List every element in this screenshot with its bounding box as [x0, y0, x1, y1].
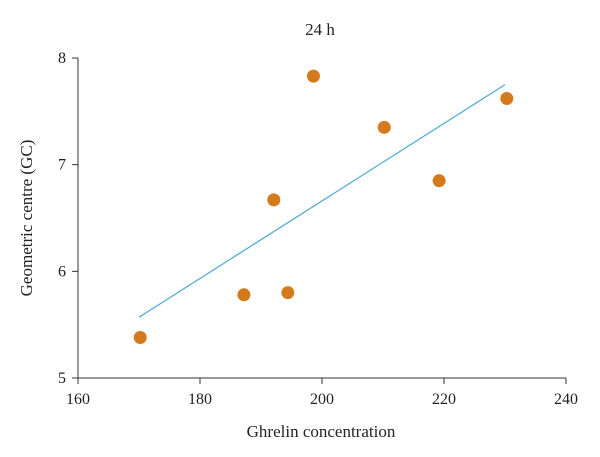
chart-title: 24 h [305, 20, 335, 39]
data-point [377, 120, 391, 134]
trendline-layer [138, 84, 506, 318]
x-tick-label: 240 [554, 391, 578, 408]
trendline [138, 84, 506, 318]
data-point [281, 286, 295, 300]
axes: 5 6 7 8 160 180 200 220 240 [58, 50, 578, 408]
data-point [432, 174, 446, 188]
data-point [237, 288, 251, 302]
y-tick-label: 5 [58, 370, 66, 387]
x-tick-label: 220 [432, 391, 456, 408]
points-layer [133, 69, 514, 344]
data-point [267, 193, 281, 207]
y-tick-label: 6 [58, 263, 66, 280]
x-tick-label: 180 [188, 391, 212, 408]
data-point [133, 330, 147, 344]
x-tick-label: 200 [310, 391, 334, 408]
data-point [306, 69, 320, 83]
x-tick-label: 160 [66, 391, 90, 408]
x-axis-title: Ghrelin concentration [247, 422, 396, 441]
y-axis-title: Geometric centre (GC) [17, 140, 36, 297]
y-tick-label: 8 [58, 50, 66, 67]
y-tick-label: 7 [58, 157, 66, 174]
data-point [500, 92, 514, 106]
